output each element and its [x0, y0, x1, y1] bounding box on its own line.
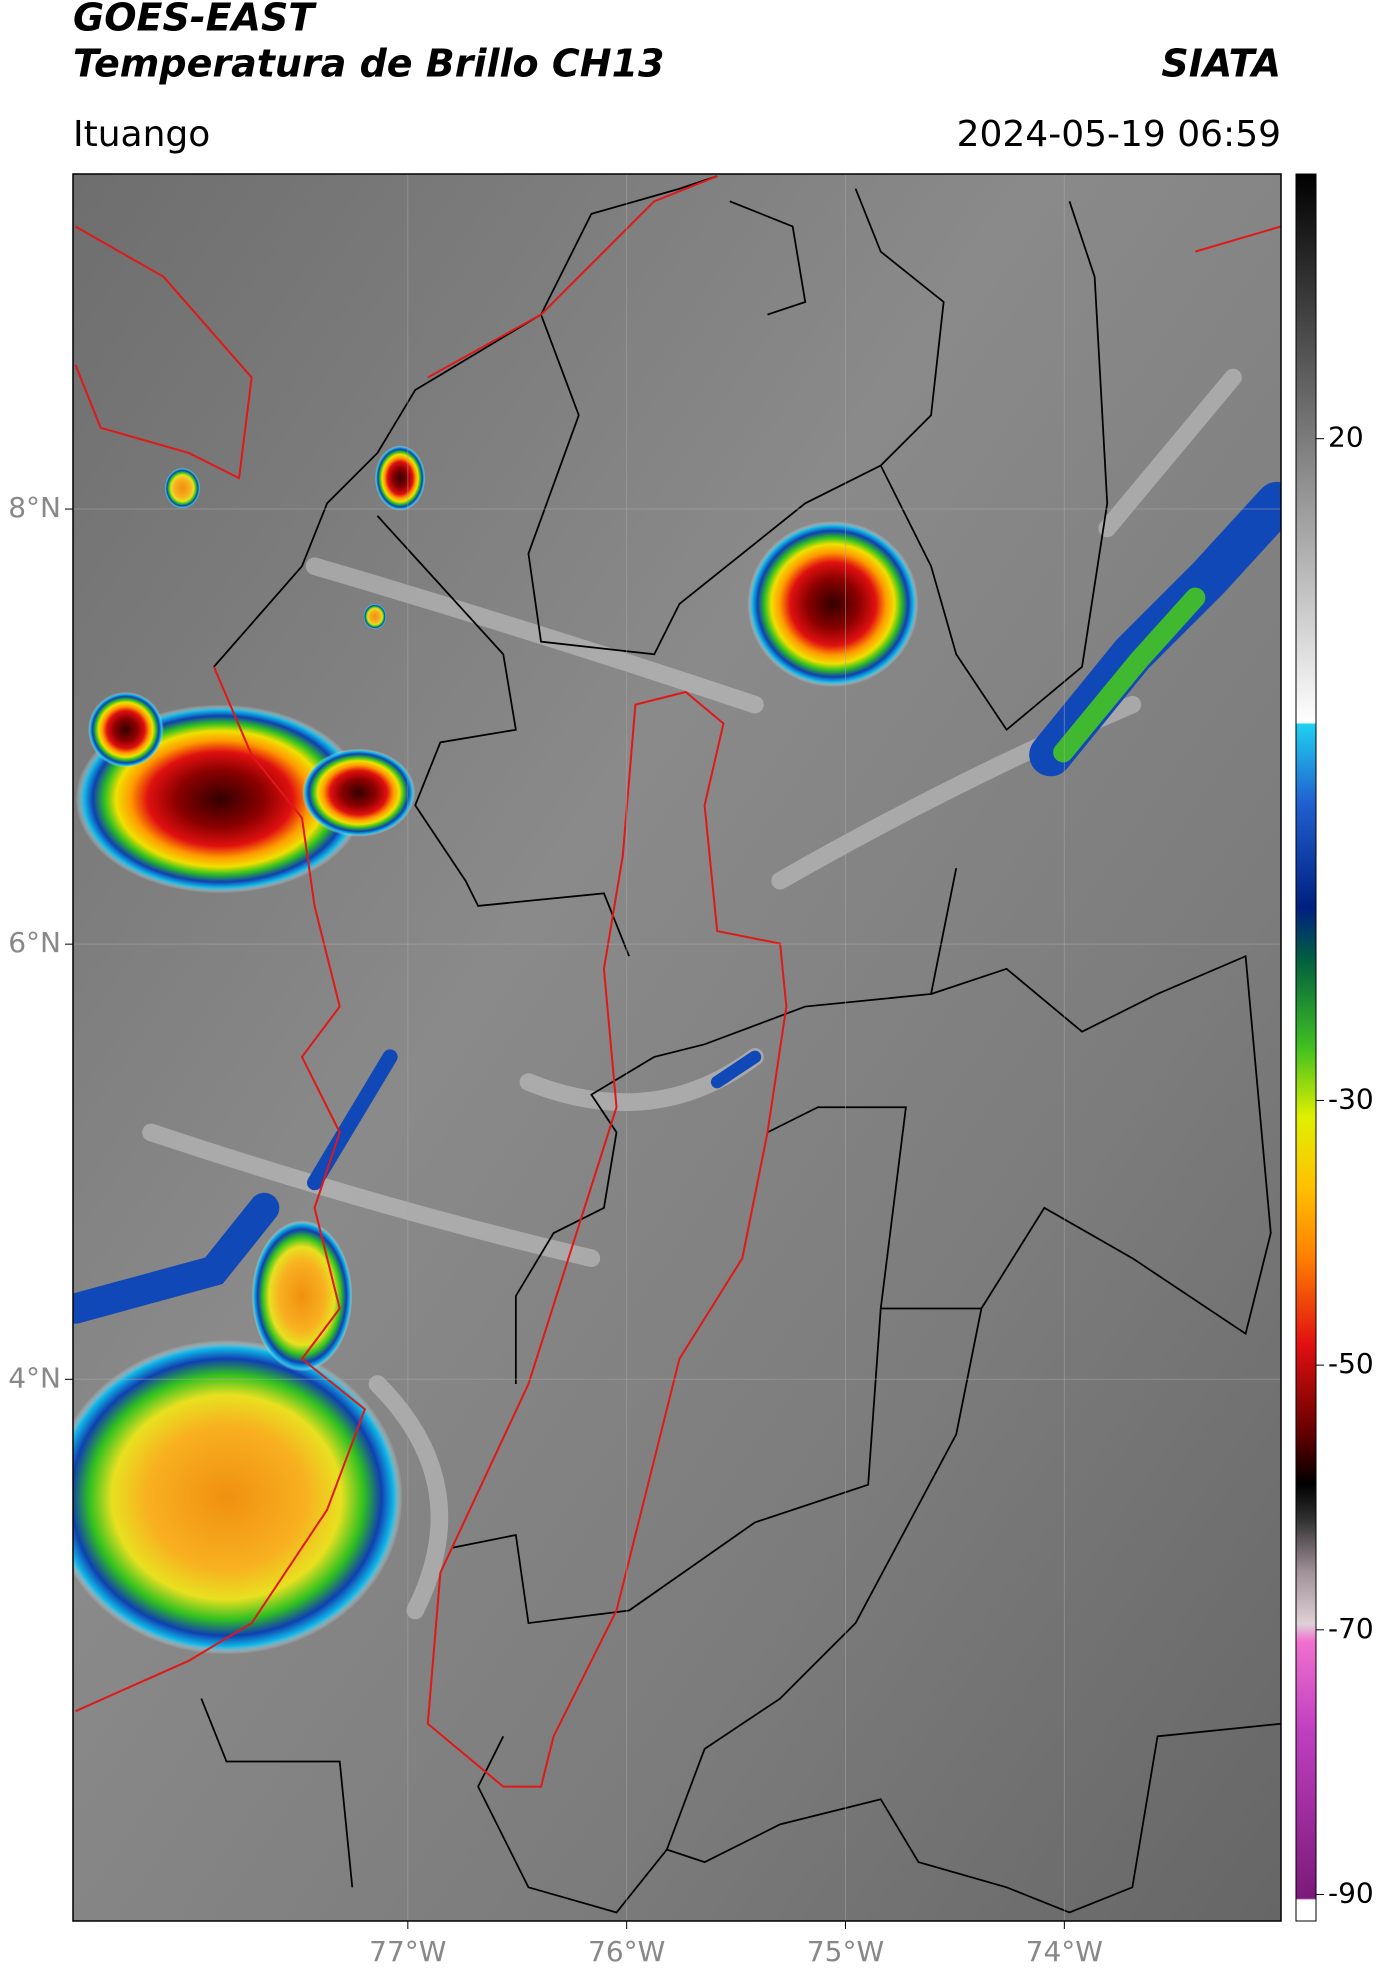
- colorbar-tick-label: -70: [1328, 1612, 1374, 1645]
- lon-tick-label: 77°W: [369, 1935, 446, 1968]
- colorbar: [1295, 173, 1317, 1922]
- lon-tick-label: 75°W: [807, 1935, 884, 1968]
- subtitle: Temperatura de Brillo CH13: [73, 42, 664, 86]
- colorbar-tick-label: -50: [1328, 1347, 1374, 1380]
- lon-tick-label: 74°W: [1026, 1935, 1103, 1968]
- lat-tick-label: 4°N: [8, 1361, 61, 1394]
- map-frame: [72, 173, 1282, 1922]
- colorbar-tick-label: 20: [1328, 421, 1364, 454]
- lat-tick-label: 8°N: [8, 491, 61, 524]
- graticule: [73, 174, 1281, 1921]
- location: Ituango: [73, 114, 210, 155]
- satellite-image: [73, 174, 1281, 1921]
- title: GOES-EAST: [73, 0, 317, 40]
- colorbar-tick-label: -90: [1328, 1877, 1374, 1910]
- lat-tick-label: 6°N: [8, 926, 61, 959]
- source: SIATA: [1161, 42, 1281, 86]
- lon-tick-label: 76°W: [588, 1935, 665, 1968]
- colorbar-tick-label: -30: [1328, 1082, 1374, 1115]
- timestamp: 2024-05-19 06:59: [957, 114, 1281, 155]
